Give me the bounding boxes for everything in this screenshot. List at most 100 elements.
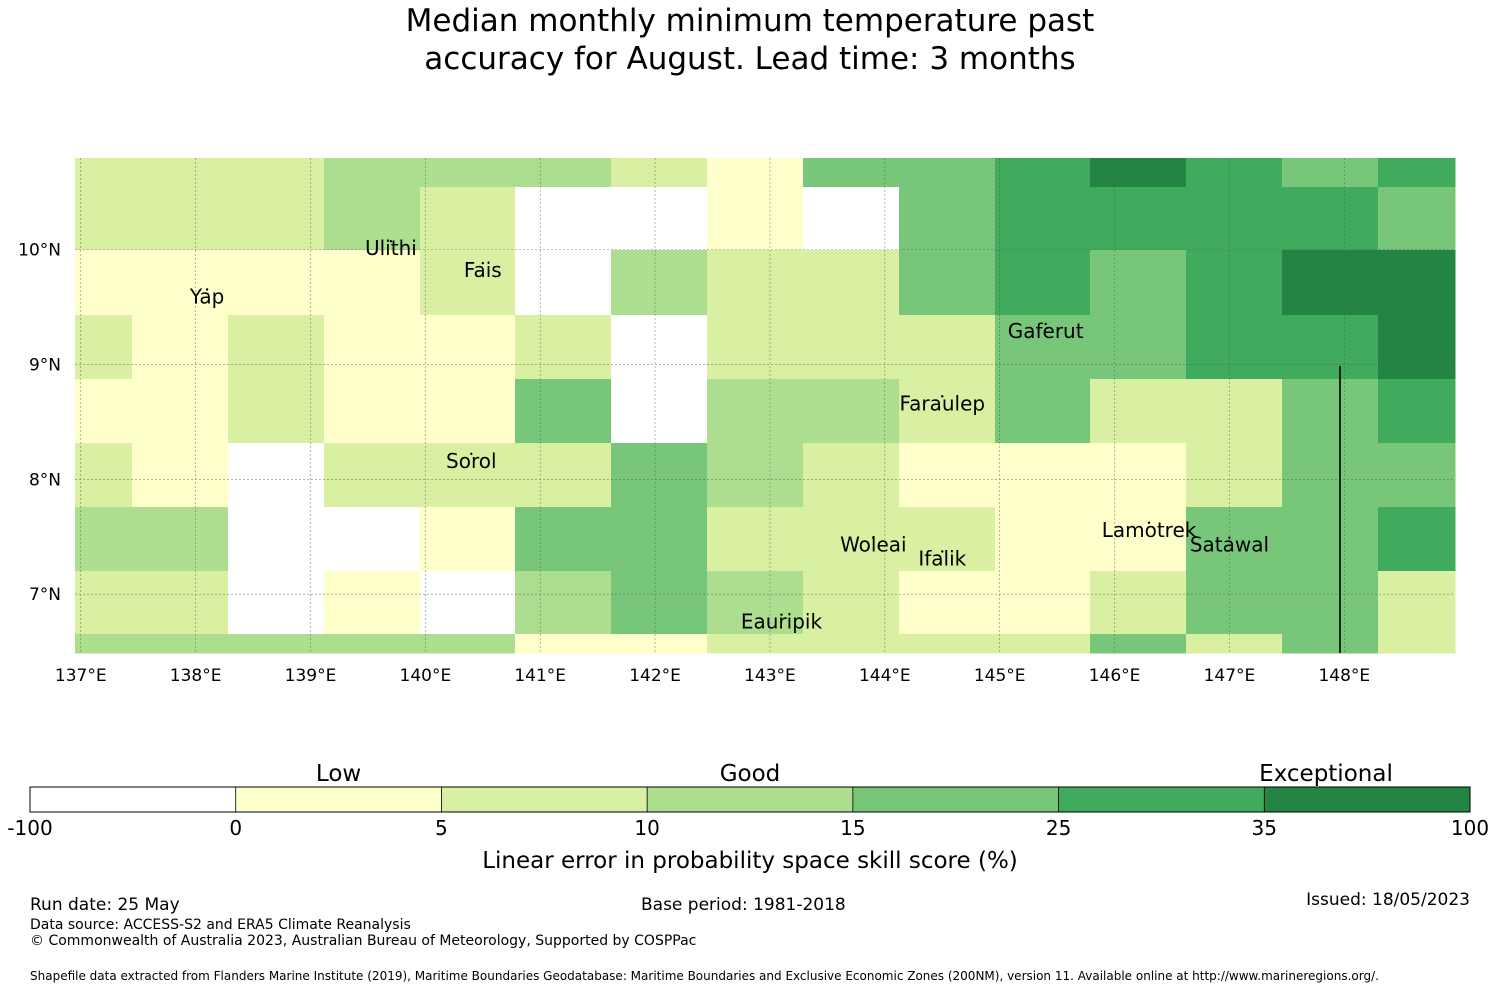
map-cell [515, 443, 612, 508]
island-marker [780, 613, 783, 616]
map-cell [132, 443, 229, 508]
map-cell [1282, 571, 1379, 635]
map-cell [1282, 250, 1379, 316]
colorbar-category-exceptional: Exceptional [1259, 761, 1393, 787]
map-cell [324, 634, 421, 654]
colorbar-outline [29, 786, 1471, 813]
y-tick-label: 8°N [29, 470, 61, 490]
map-cell [995, 634, 1091, 654]
colorbar-tick-label: 10 [634, 816, 659, 840]
map-cell [132, 158, 229, 188]
island-marker [205, 288, 209, 291]
island-marker [941, 395, 944, 398]
map-cell [1090, 379, 1187, 444]
colorbar-segment [1058, 787, 1265, 812]
colorbar-tick-label: 5 [435, 816, 448, 840]
map-cell [995, 571, 1091, 635]
map-cell [1282, 315, 1379, 380]
map-cell [611, 379, 708, 444]
colorbar-dividers [235, 787, 1265, 812]
map-cell [803, 379, 900, 444]
map-cell [995, 158, 1091, 188]
map-cell [1186, 507, 1283, 572]
x-tick-label: 139°E [285, 666, 337, 686]
island-label-satawal: Satawal [1190, 533, 1269, 557]
island-marker [941, 550, 944, 553]
map-cell [75, 571, 133, 635]
map-cell [803, 571, 900, 635]
x-tick-label: 147°E [1204, 666, 1256, 686]
map-cell [1186, 379, 1283, 444]
map-cell [1378, 379, 1456, 444]
map-cell [1378, 634, 1456, 654]
map-cell [420, 443, 516, 508]
island-label-yap: Yap [189, 285, 224, 309]
island-label-ulithi: Ulithi [365, 236, 417, 260]
map-cell [420, 507, 516, 572]
island-marker [1044, 322, 1047, 326]
map-cell [420, 158, 516, 188]
map-cell [75, 250, 133, 316]
colorbar-tick-label: 35 [1252, 816, 1277, 840]
map-cell [1186, 634, 1283, 654]
data-source: Data source: ACCESS-S2 and ERA5 Climate … [30, 917, 411, 933]
map-cell [707, 315, 804, 380]
map-cell [899, 315, 996, 380]
map-cell [899, 634, 996, 654]
map-cell [515, 250, 612, 316]
map-cells [75, 158, 1456, 654]
map-cell [1186, 315, 1283, 380]
map-cell [228, 187, 325, 251]
shapefile-credit: Shapefile data extracted from Flanders M… [30, 969, 1379, 983]
map-cell [707, 443, 804, 508]
colorbar-tick-label: 0 [229, 816, 242, 840]
issued-date: Issued: 18/05/2023 [1306, 890, 1470, 910]
colorbar-segment [647, 787, 853, 812]
map-cell [899, 158, 996, 188]
map-cell [803, 315, 900, 380]
map-cell [899, 571, 996, 635]
map-cell [1378, 571, 1456, 635]
map-gridlines [75, 158, 1455, 653]
map-cell [1090, 443, 1187, 508]
map-cell [420, 571, 516, 635]
map-cell [228, 379, 325, 444]
map-cell [803, 250, 900, 316]
colorbar-segment [235, 787, 442, 812]
x-tick-label: 145°E [974, 666, 1026, 686]
base-period: Base period: 1981-2018 [641, 895, 846, 915]
map-cell [707, 634, 804, 654]
island-marker [470, 452, 473, 456]
copyright: © Commonwealth of Australia 2023, Austra… [30, 933, 697, 949]
map-cell [803, 507, 900, 572]
y-tick-label: 7°N [29, 585, 61, 605]
map-cell [75, 507, 133, 572]
colorbar-segment [441, 787, 648, 812]
map-cell [611, 158, 708, 188]
map-cell [324, 379, 421, 444]
colorbar-tick-label: 100 [1451, 816, 1489, 840]
map-cell [132, 315, 229, 380]
map-cell [1378, 187, 1456, 251]
map-cell [75, 315, 133, 380]
map-cell [420, 250, 516, 316]
map-cell [1090, 315, 1187, 380]
map-cell [228, 634, 325, 654]
title-line-1: Median monthly minimum temperature past [405, 3, 1095, 39]
island-label-sorol: Sorol [446, 449, 497, 473]
map-cell [132, 187, 229, 251]
island-marker [389, 240, 393, 243]
colorbar-tick-label: 25 [1046, 816, 1071, 840]
x-tick-label: 137°E [55, 666, 107, 686]
map-cell [1186, 158, 1283, 188]
island-label-ifalik: Ifalik [918, 546, 966, 570]
map-cell [707, 187, 804, 251]
colorbar-label: Linear error in probability space skill … [482, 848, 1018, 874]
map-cell [899, 443, 996, 508]
map-cell [1090, 187, 1187, 251]
x-tick-label: 138°E [170, 666, 222, 686]
map-cell [75, 634, 133, 654]
map-cell [899, 379, 996, 444]
map-cell [611, 571, 708, 635]
x-tick-label: 142°E [629, 666, 681, 686]
